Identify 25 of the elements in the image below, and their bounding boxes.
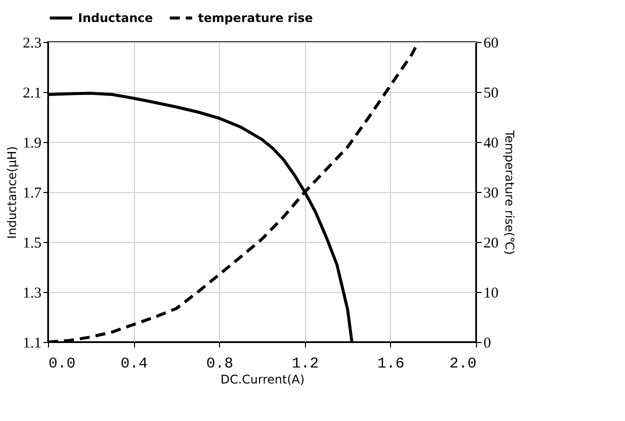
- x-tick-label: 0.0: [48, 356, 76, 372]
- x-tick-label: 0.8: [206, 356, 234, 372]
- y-axis-title: Inductance(μH): [4, 146, 19, 239]
- y2-tick-label: 0: [484, 336, 491, 352]
- legend-label: Inductance: [78, 11, 153, 25]
- y-tick-label: 1.3: [22, 286, 42, 302]
- y2-tick-label: 10: [484, 286, 498, 302]
- y2-axis-title: Temperature rise(℃): [502, 129, 516, 255]
- y-tick-label: 1.9: [22, 136, 42, 152]
- y2-tick-label: 40: [484, 136, 498, 152]
- y2-tick-label: 20: [484, 236, 498, 252]
- y2-tick-label: 30: [484, 186, 498, 202]
- y-tick-label: 2.1: [22, 86, 42, 102]
- x-tick-label: 1.2: [292, 356, 319, 372]
- x-tick-label: 0.4: [120, 356, 148, 372]
- y-tick-label: 1.7: [22, 186, 42, 202]
- y-tick-label: 1.5: [22, 236, 42, 252]
- x-tick-label: 1.6: [377, 356, 404, 372]
- y-tick-label: 2.3: [22, 36, 42, 52]
- x-axis-title: DC.Current(A): [220, 372, 305, 386]
- x-tick-label: 2.0: [449, 356, 476, 372]
- y2-tick-label: 50: [484, 86, 498, 102]
- y2-tick-label: 60: [484, 36, 498, 52]
- y-tick-label: 1.1: [22, 336, 42, 352]
- legend-label: temperature rise: [198, 11, 313, 25]
